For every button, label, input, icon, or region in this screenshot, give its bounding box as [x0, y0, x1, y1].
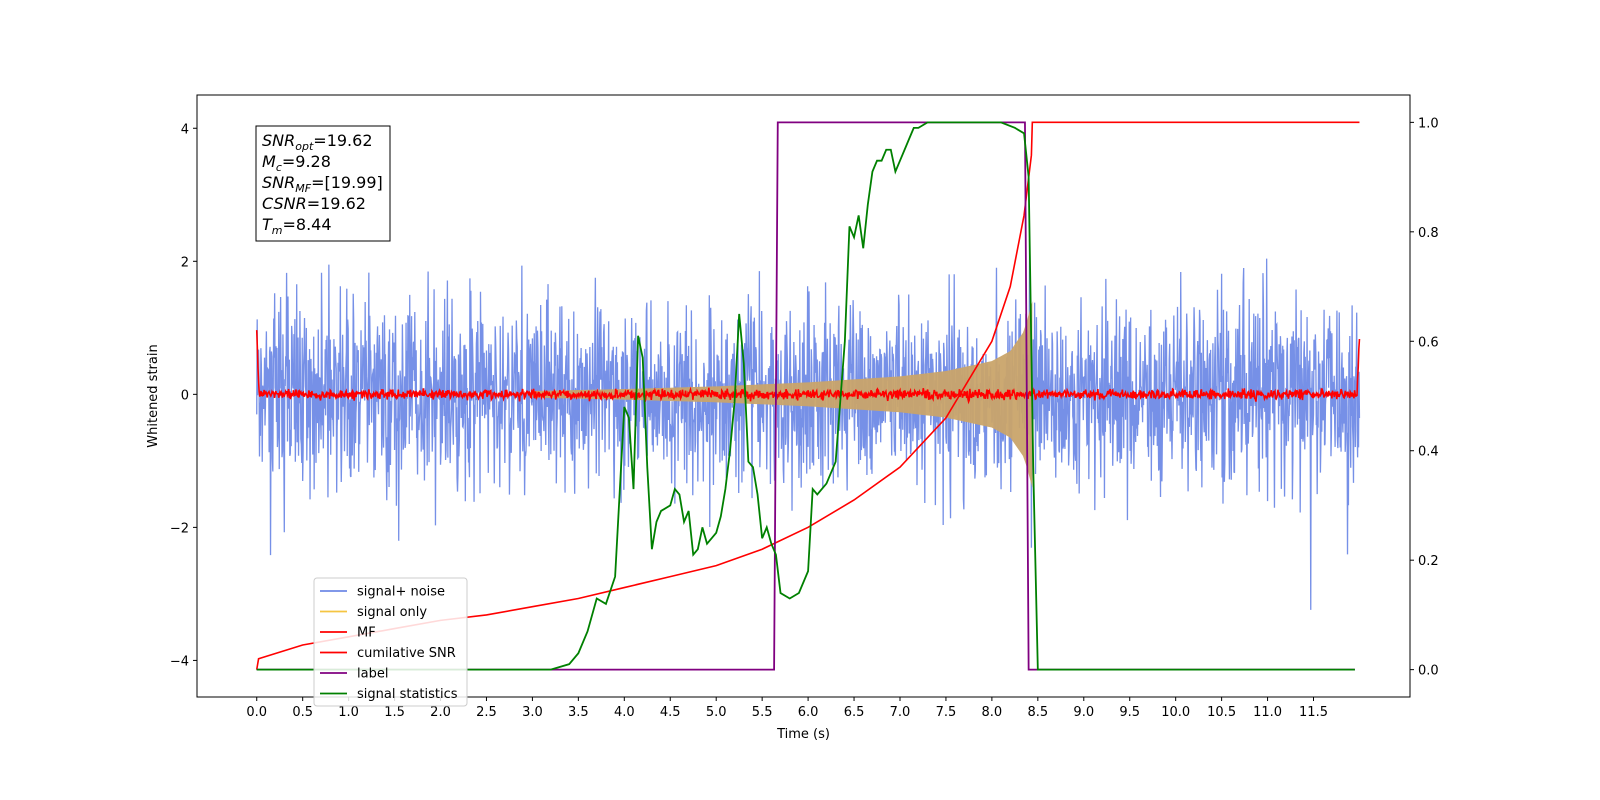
y-axis-left: 4 2 0 −2 −4 [170, 122, 197, 669]
y-tick-label-left: 4 [181, 122, 189, 137]
x-axis-label: Time (s) [776, 727, 830, 742]
legend-entry: MF [357, 626, 376, 641]
x-tick-label: 11.0 [1253, 705, 1282, 720]
y-tick-label-right: 0.0 [1418, 664, 1439, 679]
x-tick-label: 9.0 [1073, 705, 1094, 720]
x-tick-label: 1.0 [338, 705, 359, 720]
legend-entry: signal statistics [357, 687, 458, 702]
legend-entry: signal+ noise [357, 585, 445, 600]
legend-frame [313, 577, 468, 707]
info-box-frame [255, 125, 391, 242]
x-tick-label: 8.0 [982, 705, 1003, 720]
y-tick-label-left: 2 [181, 255, 189, 270]
plot-frame [196, 94, 1411, 698]
y-tick-label-right: 0.4 [1418, 445, 1439, 460]
y-tick-label-right: 0.8 [1418, 226, 1439, 241]
legend-entry: signal only [357, 605, 427, 620]
x-tick-label: 11.5 [1299, 705, 1328, 720]
x-tick-label: 10.5 [1207, 705, 1236, 720]
y-tick-label-right: 0.2 [1418, 554, 1439, 569]
y-tick-label-left: 0 [181, 388, 189, 403]
x-tick-label: 2.5 [476, 705, 497, 720]
x-tick-label: 0.5 [292, 705, 313, 720]
info-line: CSNR=19.62 [262, 194, 366, 213]
mf-line [255, 330, 1361, 405]
y-tick-label-right: 0.6 [1418, 335, 1439, 350]
x-tick-label: 1.5 [384, 705, 405, 720]
signal-noise-line [256, 238, 1361, 610]
mf-series [255, 330, 1361, 405]
y-axis-label: Whitened strain [146, 344, 161, 447]
info-line: Mc=9.28 [262, 152, 331, 174]
signal-statistics-series [256, 121, 1355, 671]
x-tick-label: 5.0 [706, 705, 727, 720]
x-tick-label: 6.0 [798, 705, 819, 720]
x-tick-label: 0.0 [246, 705, 267, 720]
y-tick-label-left: −4 [170, 654, 189, 669]
x-tick-label: 10.0 [1161, 705, 1190, 720]
info-box: SNRopt=19.62Mc=9.28SNRMF=[19.99]CSNR=19.… [255, 125, 391, 242]
signal-statistics-line [256, 121, 1355, 671]
x-tick-label: 7.5 [936, 705, 957, 720]
x-tick-label: 3.5 [568, 705, 589, 720]
info-line: SNRopt=19.62 [262, 131, 373, 153]
y-axis-right: 1.0 0.8 0.6 0.4 0.2 0.0 [1410, 116, 1439, 679]
x-axis: 0.0 0.5 1.0 1.5 2.0 2.5 3.0 3.5 4.0 4.5 5.0 5.5 6.0 6… [246, 697, 1328, 720]
info-line: Tm=8.44 [262, 215, 332, 237]
signal-noise-series [256, 238, 1361, 610]
legend: signal+ noise signal only MF cumilative SNR… [313, 577, 468, 707]
x-tick-label: 9.5 [1119, 705, 1140, 720]
info-line: SNRMF=[19.99] [262, 173, 383, 195]
legend-entry: label [357, 667, 388, 682]
x-tick-label: 2.0 [430, 705, 451, 720]
x-tick-label: 4.5 [660, 705, 681, 720]
x-tick-label: 3.0 [522, 705, 543, 720]
x-tick-label: 4.0 [614, 705, 635, 720]
y-tick-label-right: 1.0 [1418, 116, 1439, 131]
legend-entry: cumilative SNR [357, 646, 456, 661]
y-tick-label-left: −2 [170, 521, 189, 536]
x-tick-label: 8.5 [1027, 705, 1048, 720]
x-tick-label: 5.5 [752, 705, 773, 720]
x-tick-label: 6.5 [844, 705, 865, 720]
x-tick-label: 7.0 [890, 705, 911, 720]
